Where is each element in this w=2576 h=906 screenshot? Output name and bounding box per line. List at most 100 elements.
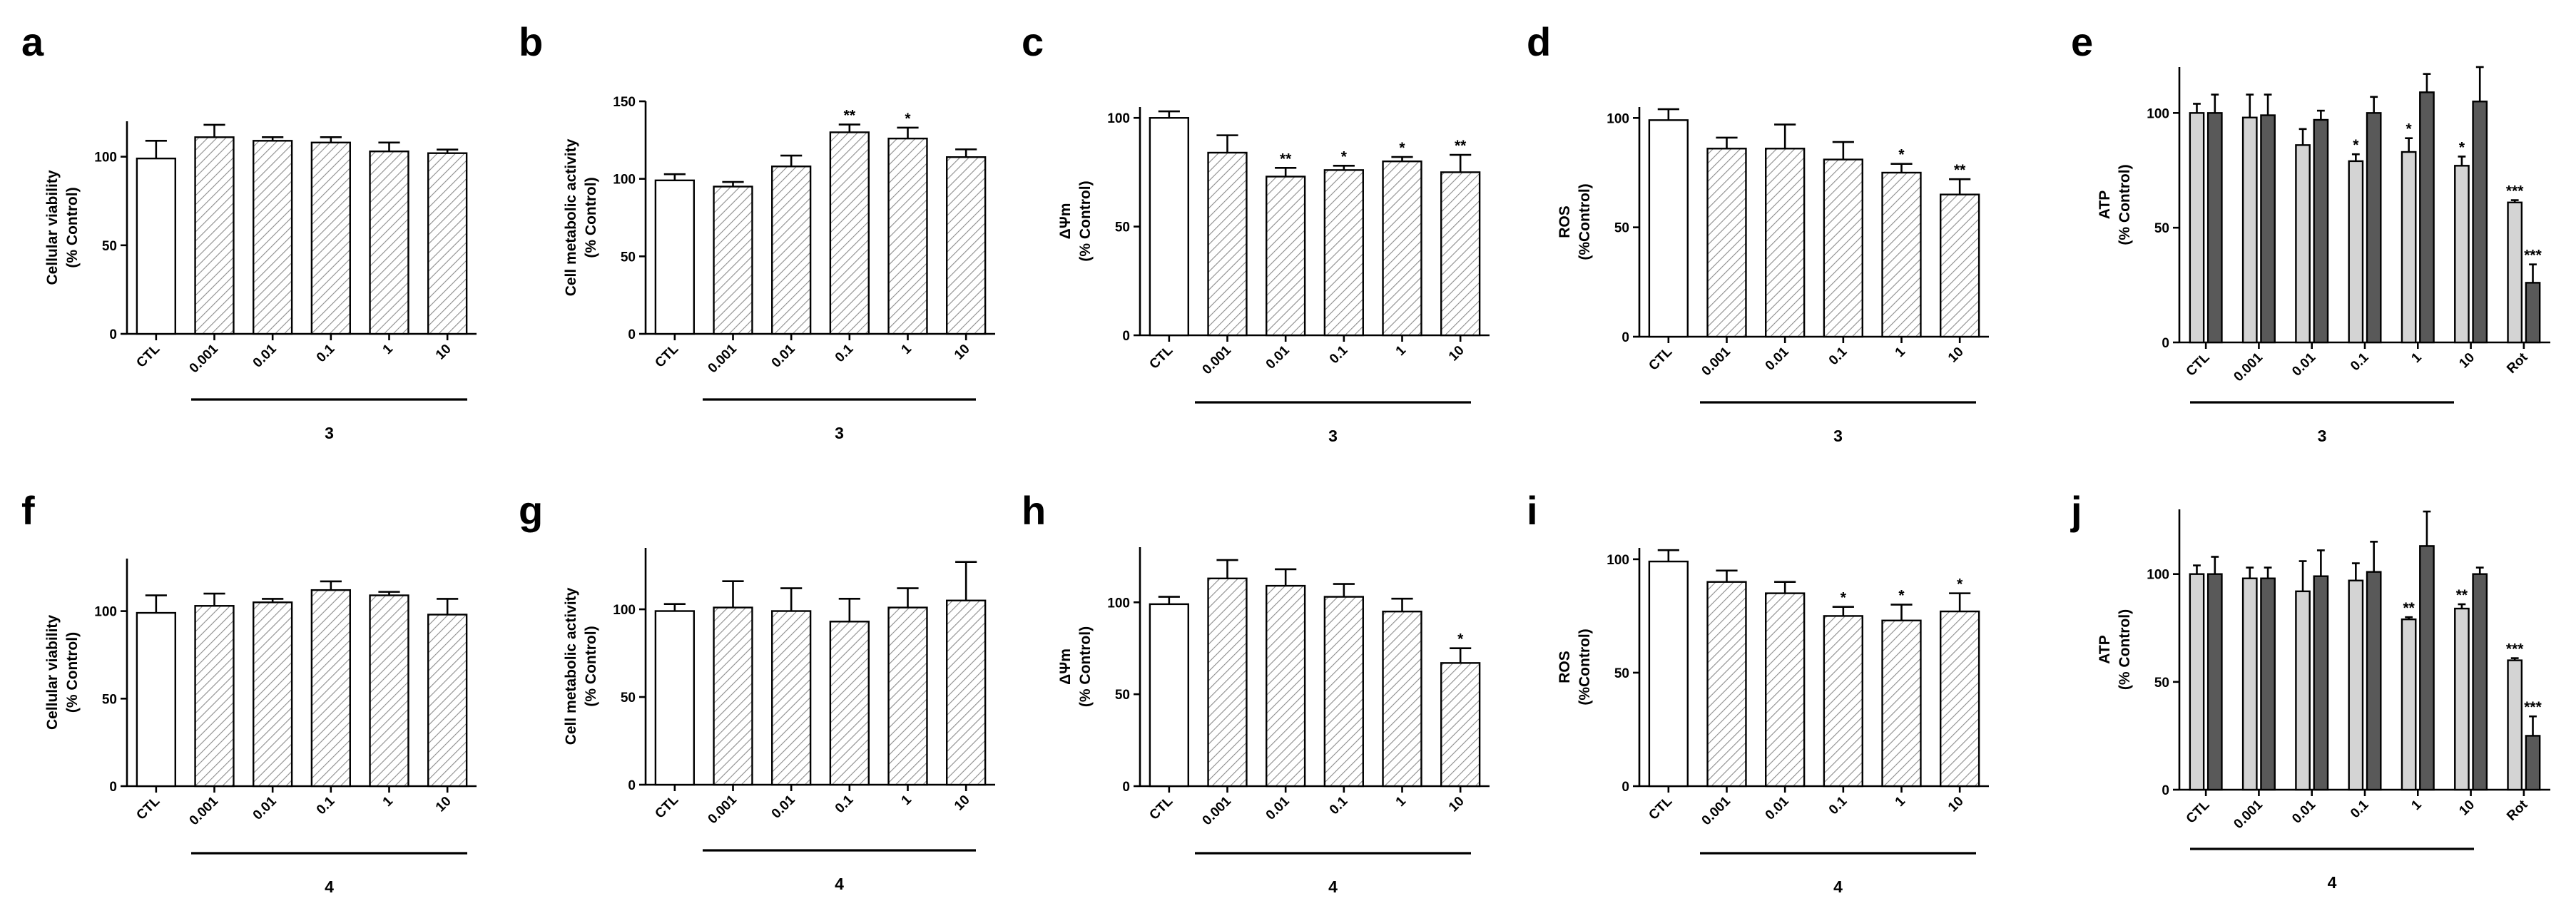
bar-main	[1266, 175, 1306, 337]
bar-main	[1207, 577, 1248, 788]
bar-main	[369, 151, 409, 335]
significance-mark: **	[844, 108, 856, 124]
significance-mark: ***	[2524, 699, 2542, 716]
x-tick-label: 1	[899, 792, 915, 808]
significance-mark: **	[1455, 138, 1467, 154]
bar-main	[253, 601, 293, 788]
bar-main	[1323, 169, 1364, 337]
y-axis-label-line1: ROS	[1557, 651, 1573, 683]
significance-mark: *	[2406, 121, 2413, 138]
group-label: 4	[325, 877, 334, 896]
panel-letter-e: e	[2071, 19, 2093, 64]
bar-light	[2454, 165, 2470, 344]
significance-mark: *	[1457, 631, 1464, 648]
x-tick-label: CTL	[133, 793, 163, 823]
x-tick-label: 10	[433, 342, 454, 363]
bar-dark	[2472, 573, 2488, 791]
significance-mark: **	[2456, 587, 2468, 604]
y-axis-label-line2: (% Control)	[1077, 180, 1094, 261]
bar-main	[1440, 662, 1481, 788]
x-tick-label: 10	[952, 793, 973, 814]
y-axis-label-line2: (% Control)	[1077, 626, 1094, 707]
y-tick-label: 100	[613, 603, 636, 618]
bar-main	[194, 136, 235, 335]
x-tick-label: 0.01	[1263, 793, 1293, 823]
y-axis-label: ATP (% Control)	[2097, 609, 2133, 690]
bar-main	[1706, 581, 1747, 788]
bar-main	[1765, 592, 1806, 788]
x-tick-label: CTL	[1646, 344, 1675, 373]
y-axis-label-line2: (% Control)	[64, 632, 81, 713]
x-tick-label: 10	[433, 794, 454, 815]
y-tick-label: 0	[2162, 336, 2169, 351]
x-tick-label: 1	[1393, 793, 1410, 810]
y-tick-label: 0	[2162, 783, 2169, 798]
x-tick-label: 0.01	[769, 341, 798, 370]
panel-h: h ΔΨm (% Control) 0 50 100 CTL 0.001 0.01 0.1 1 10 *…	[1022, 488, 1490, 896]
bar-light	[2507, 201, 2523, 344]
x-tick-label: 0.1	[2348, 350, 2372, 374]
bar-light	[2189, 112, 2205, 344]
bar-main	[1881, 619, 1922, 788]
bar-main	[654, 179, 695, 335]
panel-letter-f: f	[21, 488, 35, 533]
x-tick-label: 0.001	[2231, 797, 2266, 832]
y-axis-label: Cellular viability (% Control)	[44, 615, 81, 730]
x-tick-label: 1	[1893, 793, 1909, 810]
x-tick-label: 1	[2408, 350, 2425, 366]
x-tick-label: 0.01	[2289, 350, 2318, 379]
bar-main	[1648, 560, 1689, 788]
bar-main	[1382, 610, 1422, 788]
significance-mark: *	[1841, 590, 1847, 606]
y-tick-label: 100	[1107, 111, 1130, 126]
y-tick-label: 50	[1614, 666, 1629, 681]
panel-letter-c: c	[1022, 19, 1044, 64]
x-tick-label: 0.01	[1763, 344, 1792, 373]
group-label: 3	[835, 424, 844, 442]
significance-mark: ***	[2506, 183, 2524, 200]
bar-main	[1706, 148, 1747, 338]
y-axis-label-line2: (% Control)	[583, 626, 599, 706]
x-tick-label: 0.1	[833, 792, 857, 816]
bar-dark	[2472, 101, 2488, 344]
significance-mark: *	[1399, 140, 1405, 156]
bar-main	[887, 606, 928, 786]
bar-main	[1207, 151, 1248, 337]
y-axis-label: Cellular viability (% Control)	[44, 170, 81, 285]
group-label: 4	[2328, 873, 2337, 892]
y-axis-label-line1: Cell metabolic activity	[563, 587, 579, 745]
bar-main	[829, 131, 870, 335]
x-tick-label: 0.01	[2289, 797, 2318, 826]
y-axis-label-line2: (% Control)	[2117, 164, 2133, 245]
y-axis-label-line2: (% Control)	[2117, 609, 2133, 690]
x-tick-label: 0.1	[1327, 342, 1351, 367]
significance-mark: *	[1898, 588, 1905, 604]
x-tick-label: CTL	[1146, 342, 1176, 372]
panel-letter-j: j	[2070, 488, 2082, 533]
group-label: 3	[1328, 427, 1338, 445]
panel-letter-g: g	[519, 488, 543, 533]
x-tick-label: 1	[380, 341, 397, 357]
bar-main	[1823, 158, 1863, 338]
panel-letter-h: h	[1022, 488, 1046, 533]
x-tick-label: 10	[1945, 345, 1967, 366]
x-tick-label: 0.1	[314, 341, 338, 365]
significance-mark: *	[2459, 139, 2465, 156]
x-tick-label: CTL	[1646, 793, 1675, 823]
bar-main	[887, 137, 928, 335]
x-tick-label: 0.001	[1200, 793, 1235, 828]
y-tick-label: 0	[109, 780, 117, 795]
bar-light	[2401, 618, 2417, 791]
x-tick-label: 0.001	[1200, 342, 1235, 377]
bar-dark	[2313, 118, 2329, 344]
x-tick-label: 1	[2408, 797, 2425, 813]
bar-dark	[2525, 282, 2541, 344]
x-tick-label: 10	[1446, 794, 1467, 815]
y-axis-label-line1: ROS	[1557, 205, 1573, 238]
y-tick-label: 0	[1622, 780, 1629, 795]
y-axis-label-line1: Cellular viability	[44, 615, 61, 730]
x-tick-label: 0.1	[833, 341, 857, 365]
group-label: 4	[1328, 877, 1338, 896]
x-tick-label: 0.001	[187, 793, 222, 828]
y-axis-label-line2: (%Control)	[1577, 628, 1593, 705]
